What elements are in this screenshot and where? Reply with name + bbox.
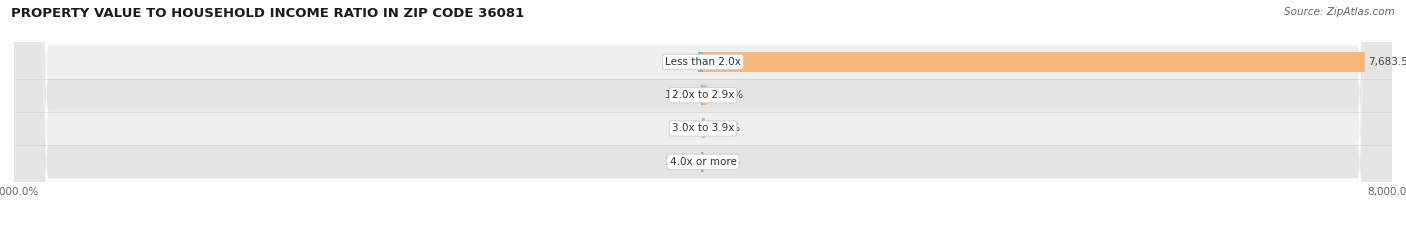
Text: 16.3%: 16.3% (707, 157, 741, 167)
FancyBboxPatch shape (14, 0, 1392, 233)
FancyBboxPatch shape (14, 0, 1392, 233)
Text: 53.6%: 53.6% (662, 57, 695, 67)
Text: 7,683.5%: 7,683.5% (1368, 57, 1406, 67)
Text: Source: ZipAtlas.com: Source: ZipAtlas.com (1284, 7, 1395, 17)
FancyBboxPatch shape (14, 0, 1392, 233)
Bar (703, 52, 1365, 72)
FancyBboxPatch shape (14, 0, 1392, 233)
Bar (699, 52, 703, 72)
Text: 2.0x to 2.9x: 2.0x to 2.9x (672, 90, 734, 100)
Text: Less than 2.0x: Less than 2.0x (665, 57, 741, 67)
Text: 19.1%: 19.1% (665, 90, 697, 100)
Text: 4.0x or more: 4.0x or more (669, 157, 737, 167)
Text: 6.5%: 6.5% (672, 123, 699, 134)
Text: 3.0x to 3.9x: 3.0x to 3.9x (672, 123, 734, 134)
Bar (703, 85, 707, 105)
Bar (702, 152, 703, 172)
Bar (702, 85, 703, 105)
Text: 19.8%: 19.8% (709, 123, 741, 134)
Text: PROPERTY VALUE TO HOUSEHOLD INCOME RATIO IN ZIP CODE 36081: PROPERTY VALUE TO HOUSEHOLD INCOME RATIO… (11, 7, 524, 20)
Text: 49.3%: 49.3% (710, 90, 744, 100)
Bar (703, 119, 704, 138)
Text: 18.5%: 18.5% (665, 157, 697, 167)
